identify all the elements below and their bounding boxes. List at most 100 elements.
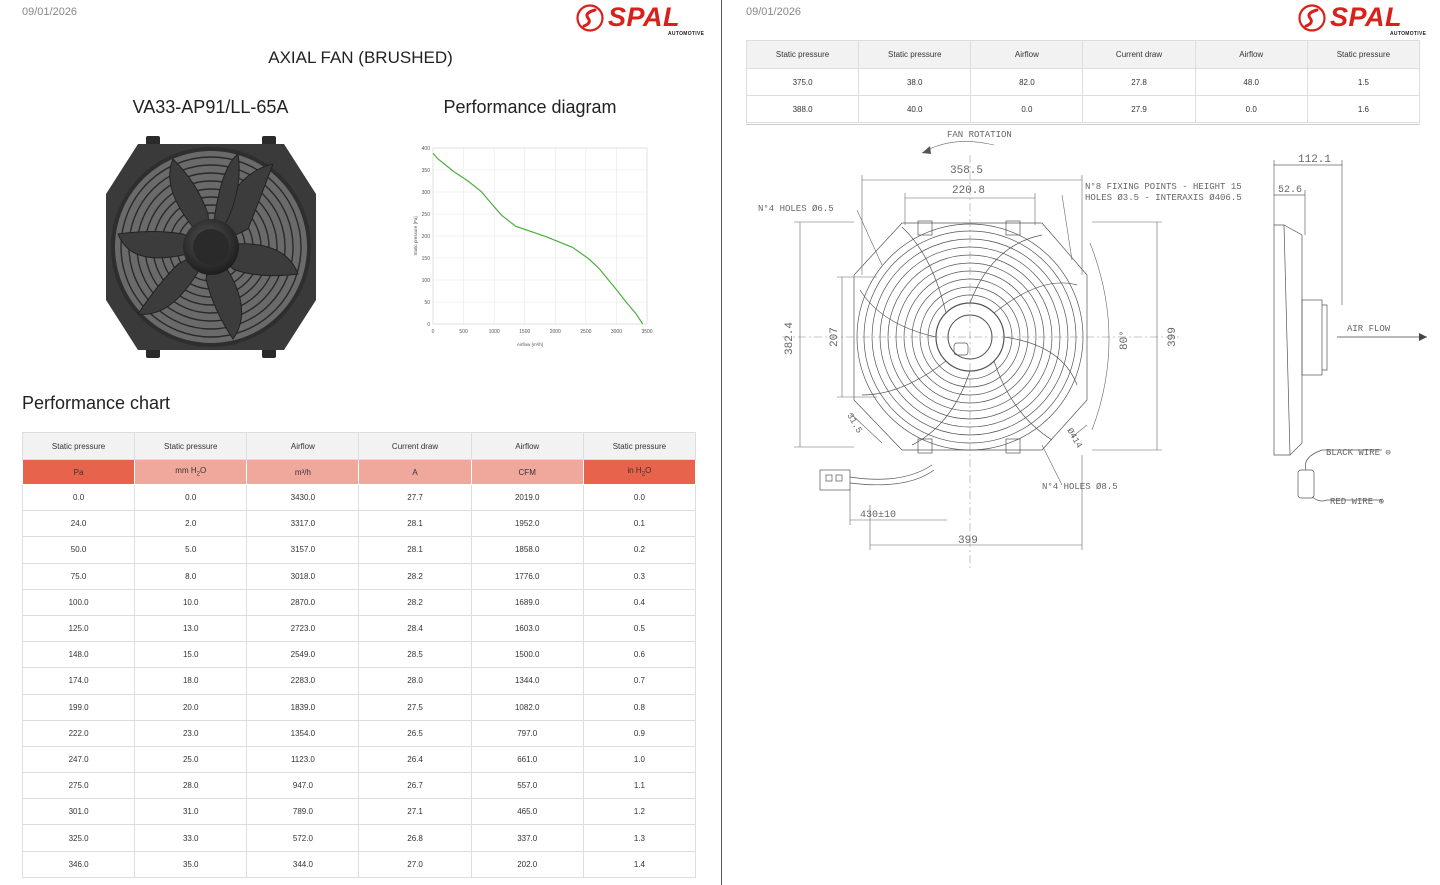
divider — [746, 124, 1420, 125]
table-cell: 202.0 — [470, 850, 584, 878]
table-cell: 100.0 — [21, 588, 136, 616]
unit-cell: Pa — [21, 459, 136, 485]
table-cell: 28.5 — [358, 641, 472, 669]
unit-cell: in H2O — [582, 459, 697, 485]
dim-31-5: 31.5 — [844, 412, 863, 436]
table-cell: 26.5 — [358, 719, 472, 747]
table-cell: 0.3 — [582, 562, 697, 590]
table-cell: 13.0 — [134, 614, 248, 643]
table-cell: 20.0 — [134, 693, 248, 721]
table-cell: 27.0 — [358, 850, 472, 878]
table-cell: 82.0 — [970, 68, 1084, 96]
column-header: Static pressure — [21, 432, 136, 460]
table-cell: 0.9 — [582, 719, 697, 747]
table-cell: 27.8 — [1082, 68, 1196, 96]
table-cell: 572.0 — [246, 824, 360, 852]
table-row: 50.0 5.0 3157.0 28.1 1858.0 0.2 — [21, 536, 697, 564]
table-cell: 8.0 — [134, 562, 248, 590]
print-date: 09/01/2026 — [22, 6, 78, 18]
unit-label-tail: O — [645, 466, 652, 476]
technical-drawing: FAN ROTATION 358.5 220.8 N°4 HOLES Ø6.5 … — [758, 130, 1427, 570]
performance-diagram: 0 500 1000 1500 2000 2500 3000 3500 0 50 100 150 200… — [413, 146, 653, 347]
table-cell: 26.4 — [358, 745, 472, 774]
table-cell: 346.0 — [21, 850, 136, 878]
table-cell: 28.0 — [134, 772, 248, 800]
dim-220: 220.8 — [952, 185, 985, 197]
table-cell: 1.2 — [582, 798, 697, 826]
datasheet-page-1: 09/01/2026 SPAL AUTOMOTIVE AXIAL FAN (BR… — [21, 0, 722, 885]
unit-label: in H — [627, 466, 642, 476]
table-cell: 3157.0 — [246, 536, 360, 564]
y-tick-label: 0 — [427, 322, 430, 328]
table-cell: 3018.0 — [246, 562, 360, 590]
unit-cell: CFM — [470, 459, 584, 485]
x-tick-label: 500 — [459, 329, 468, 335]
wire-connector — [819, 464, 935, 491]
table-row: 100.0 10.0 2870.0 28.2 1689.0 0.4 — [21, 588, 697, 616]
column-header: Static pressure — [745, 40, 860, 69]
table-row: 388.0 40.0 0.0 27.9 0.0 1.6 — [745, 95, 1421, 123]
table-cell: 1952.0 — [470, 510, 584, 538]
table-cell: 1689.0 — [470, 588, 584, 616]
table-cell: 75.0 — [21, 562, 136, 590]
table-cell: 947.0 — [246, 772, 360, 800]
spal-logo-icon — [576, 4, 604, 32]
table-cell: 0.4 — [582, 588, 697, 616]
table-cell: 797.0 — [470, 719, 584, 747]
table-cell: 0.2 — [582, 536, 697, 564]
table-cell: 1603.0 — [470, 614, 584, 643]
unit-label-tail: O — [199, 466, 207, 476]
column-header: Static pressure — [858, 40, 972, 69]
column-header: Airflow — [970, 40, 1084, 69]
table-cell: 2549.0 — [246, 641, 360, 669]
table-cell: 40.0 — [858, 95, 972, 123]
column-header: Airflow — [470, 432, 584, 460]
table-cell: 337.0 — [470, 824, 584, 852]
diagram-title: Performance diagram — [443, 97, 617, 117]
table-cell: 1839.0 — [246, 693, 360, 721]
unit-subscript: 2 — [196, 471, 200, 478]
table-units-row: Pa mm H2O m³/h A CFM in H2O — [21, 459, 697, 485]
datasheet-page-2: 09/01/2026 SPAL AUTOMOTIVE Static pressu… — [722, 0, 1440, 885]
y-tick-label: 350 — [422, 168, 431, 174]
table-cell: 25.0 — [134, 745, 248, 774]
side-view — [1273, 160, 1427, 502]
label-fan-rotation: FAN ROTATION — [947, 130, 1012, 140]
table-cell: 0.0 — [1194, 95, 1308, 123]
y-tick-label: 400 — [422, 146, 431, 152]
document-title: AXIAL FAN (BRUSHED) — [268, 48, 453, 67]
unit-cell: A — [358, 459, 472, 485]
table-cell: 1.6 — [1306, 95, 1421, 123]
table-row: 301.0 31.0 789.0 27.1 465.0 1.2 — [21, 798, 697, 826]
table-cell: 0.8 — [582, 693, 697, 721]
table-cell: 301.0 — [21, 798, 136, 826]
table-cell: 557.0 — [470, 772, 584, 800]
logo-subtext: AUTOMOTIVE — [668, 31, 705, 37]
table-row: 375.0 38.0 82.0 27.8 48.0 1.5 — [745, 68, 1421, 96]
table-cell: 2870.0 — [246, 588, 360, 616]
table-cell: 10.0 — [134, 588, 248, 616]
performance-table: Static pressure Static pressure Airflow Cur… — [21, 432, 697, 878]
table-cell: 28.1 — [358, 536, 472, 564]
table-cell: 1.0 — [582, 745, 697, 774]
table-cell: 174.0 — [21, 667, 136, 695]
column-header: Airflow — [246, 432, 360, 460]
table-cell: 28.2 — [358, 562, 472, 590]
table-cell: 0.0 — [970, 95, 1084, 123]
spal-logo: SPAL AUTOMOTIVE — [576, 2, 704, 37]
dim-207: 207 — [829, 327, 841, 347]
table-cell: 5.0 — [134, 536, 248, 564]
table-cell: 28.0 — [358, 667, 472, 695]
table-cell: 2019.0 — [470, 483, 584, 512]
label-fixing-2: HOLES Ø3.5 - INTERAXIS Ø406.5 — [1085, 193, 1242, 203]
y-tick-label: 200 — [422, 234, 431, 240]
y-axis-label: Static pressure [Pa] — [413, 216, 418, 255]
table-cell: 275.0 — [21, 772, 136, 800]
label-air-flow: AIR FLOW — [1347, 324, 1391, 334]
table-cell: 35.0 — [134, 850, 248, 878]
fan-product-image — [106, 136, 316, 358]
table-row: 325.0 33.0 572.0 26.8 337.0 1.3 — [21, 824, 697, 852]
table-cell: 247.0 — [21, 745, 136, 774]
table-cell: 24.0 — [21, 510, 136, 538]
table-cell: 0.0 — [134, 483, 248, 512]
